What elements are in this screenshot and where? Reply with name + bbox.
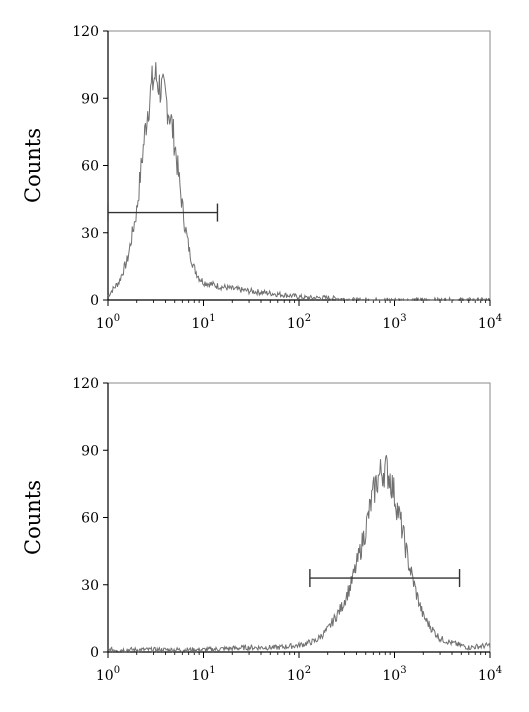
x-tick-label: 102 (287, 665, 311, 684)
y-tick-label: 60 (81, 511, 99, 527)
x-tick-label: 100 (96, 313, 120, 332)
y-axis-label: Counts (21, 128, 45, 203)
y-tick-label: 60 (81, 159, 99, 175)
x-tick-label: 102 (287, 313, 311, 332)
y-tick-label: 0 (90, 293, 99, 309)
x-tick-label: 100 (96, 665, 120, 684)
plot-frame (107, 382, 491, 653)
y-tick-label: 0 (90, 645, 99, 661)
x-tick-label: 101 (191, 313, 215, 332)
y-tick-label: 30 (81, 578, 99, 594)
x-tick-label: 103 (382, 313, 406, 332)
y-tick-label: 90 (81, 91, 99, 107)
histogram-panel-2: 0 30 60 90 120 100 101 102 103 104 Counts (21, 376, 502, 684)
y-axis-label: Counts (21, 480, 45, 555)
plot-frame (107, 30, 491, 301)
x-tick-label: 103 (382, 665, 406, 684)
histogram-panel-1: 0 30 60 90 120 100 101 102 103 104 Counts (21, 24, 502, 332)
y-tick-label: 120 (72, 24, 99, 40)
x-tick-label: 104 (478, 665, 502, 684)
histogram-trace (107, 62, 491, 302)
x-tick-label: 101 (191, 665, 215, 684)
x-tick-label: 104 (478, 313, 502, 332)
histogram-trace (107, 455, 491, 654)
y-tick-label: 90 (81, 443, 99, 459)
y-tick-label: 30 (81, 226, 99, 242)
y-tick-label: 120 (72, 376, 99, 392)
